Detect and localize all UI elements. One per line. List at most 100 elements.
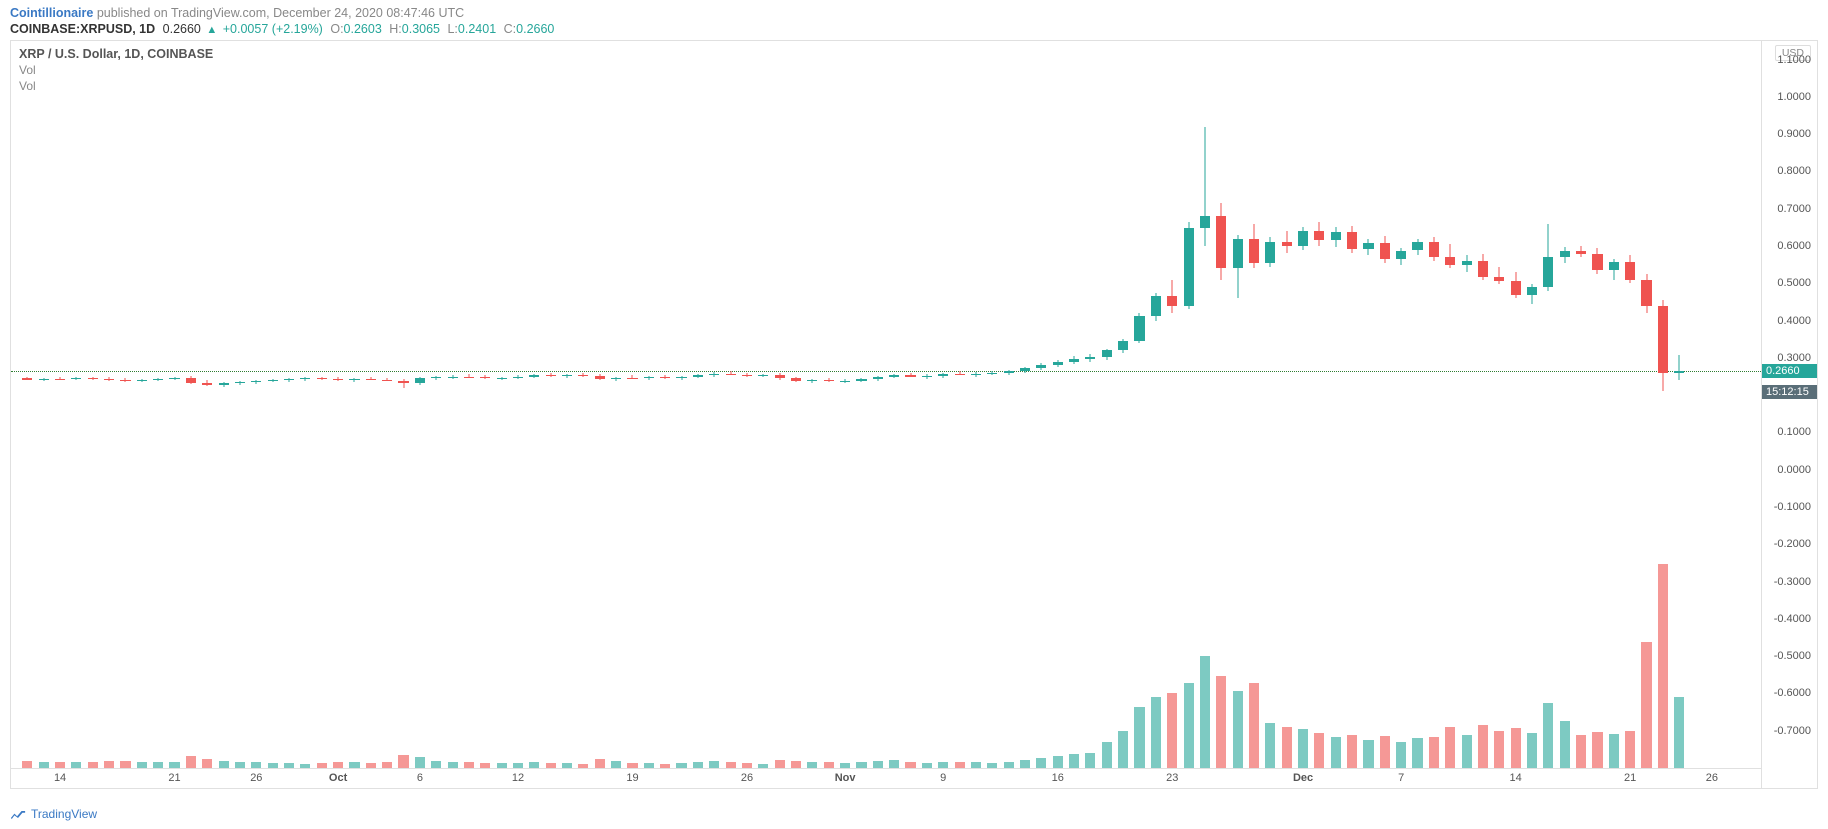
volume-bar	[1543, 703, 1553, 768]
volume-bar	[1429, 737, 1439, 768]
arrow-up-icon: ▲	[206, 24, 217, 36]
volume-bar	[1102, 742, 1112, 768]
volume-label-2: Vol	[19, 79, 213, 93]
volume-bar	[1151, 697, 1161, 768]
volume-bar	[219, 761, 229, 768]
candle	[1412, 239, 1422, 255]
candle	[791, 377, 801, 382]
candle	[1298, 227, 1308, 249]
candle	[1134, 313, 1144, 343]
volume-bar	[1511, 728, 1521, 768]
xaxis-tick: 19	[626, 772, 638, 784]
volume-bar	[1020, 760, 1030, 768]
candle	[202, 380, 212, 386]
time-axis[interactable]: 142126Oct6121926Nov91623Dec7142126	[11, 768, 1761, 788]
candle	[1331, 227, 1341, 246]
chart-container[interactable]: XRP / U.S. Dollar, 1D, COINBASE Vol Vol …	[10, 40, 1818, 789]
tradingview-attribution[interactable]: TradingView	[10, 807, 97, 821]
xaxis-tick: 21	[1624, 772, 1636, 784]
xaxis-tick: 16	[1052, 772, 1064, 784]
candle	[366, 377, 376, 381]
candle	[1527, 284, 1537, 304]
volume-bar	[1396, 742, 1406, 768]
author-name: Cointillionaire	[10, 6, 93, 20]
candle	[1102, 349, 1112, 360]
candle	[693, 374, 703, 378]
volume-bar	[1118, 731, 1128, 768]
open-label: O:	[330, 22, 343, 36]
candle	[464, 374, 474, 378]
candle	[709, 372, 719, 376]
volume-bar	[1560, 721, 1570, 768]
low-value: 0.2401	[458, 22, 496, 36]
volume-bar	[1576, 735, 1586, 768]
volume-bar	[1216, 676, 1226, 768]
candle	[758, 374, 768, 378]
candle	[627, 375, 637, 379]
candle	[1314, 222, 1324, 246]
current-price-line	[11, 371, 1761, 372]
candle	[317, 377, 327, 380]
candle	[644, 376, 654, 380]
candle	[1233, 235, 1243, 298]
candle	[971, 372, 981, 376]
volume-bar	[1265, 723, 1275, 768]
candle	[1020, 367, 1030, 373]
volume-bar	[1314, 733, 1324, 768]
xaxis-tick: Dec	[1293, 772, 1313, 784]
price-axis[interactable]: USD 1.10001.00000.90000.80000.70000.6000…	[1761, 41, 1817, 788]
volume-bar	[1625, 731, 1635, 768]
last-price: 0.2660	[163, 22, 201, 36]
candle	[88, 377, 98, 380]
candle	[1380, 236, 1390, 263]
candle	[873, 376, 883, 381]
candle	[529, 374, 539, 378]
yaxis-tick: 0.1000	[1777, 426, 1811, 438]
countdown-tag: 15:12:15	[1762, 385, 1817, 399]
volume-bar	[22, 761, 32, 768]
candle	[104, 377, 114, 380]
volume-bar	[1069, 754, 1079, 768]
yaxis-tick: 0.7000	[1777, 203, 1811, 215]
volume-bar	[1494, 731, 1504, 768]
candle	[1576, 246, 1586, 257]
xaxis-tick: 14	[54, 772, 66, 784]
candle	[742, 373, 752, 377]
close-label: C:	[504, 22, 517, 36]
candle	[71, 377, 81, 380]
candle	[611, 377, 621, 381]
volume-bar	[202, 759, 212, 768]
volume-bar	[1641, 642, 1651, 768]
volume-bar	[1200, 656, 1210, 768]
candle	[169, 377, 179, 381]
yaxis-tick: 0.6000	[1777, 240, 1811, 252]
candle	[1592, 248, 1602, 274]
candle	[807, 379, 817, 383]
volume-bar	[1282, 727, 1292, 768]
volume-bar	[1085, 753, 1095, 768]
xaxis-tick: 6	[417, 772, 423, 784]
candle	[268, 379, 278, 383]
publish-header: Cointillionaire published on TradingView…	[0, 0, 1828, 22]
candle	[1004, 370, 1014, 375]
candle	[1053, 360, 1063, 367]
candle	[398, 379, 408, 389]
candle	[856, 378, 866, 382]
yaxis-tick: -0.7000	[1774, 725, 1811, 737]
candle	[1560, 247, 1570, 263]
candle	[1658, 300, 1668, 391]
volume-bar	[1134, 707, 1144, 768]
plot-area[interactable]	[11, 41, 1761, 768]
volume-bar	[1445, 727, 1455, 768]
candle	[955, 371, 965, 376]
volume-label-1: Vol	[19, 63, 213, 77]
candle	[1118, 339, 1128, 353]
xaxis-tick: 26	[1706, 772, 1718, 784]
candle	[726, 371, 736, 375]
volume-bar	[1363, 740, 1373, 768]
tradingview-brand-text: TradingView	[31, 807, 97, 821]
open-value: 0.2603	[344, 22, 382, 36]
candle	[1462, 255, 1472, 272]
volume-bar	[1658, 564, 1668, 768]
volume-bar	[873, 761, 883, 768]
